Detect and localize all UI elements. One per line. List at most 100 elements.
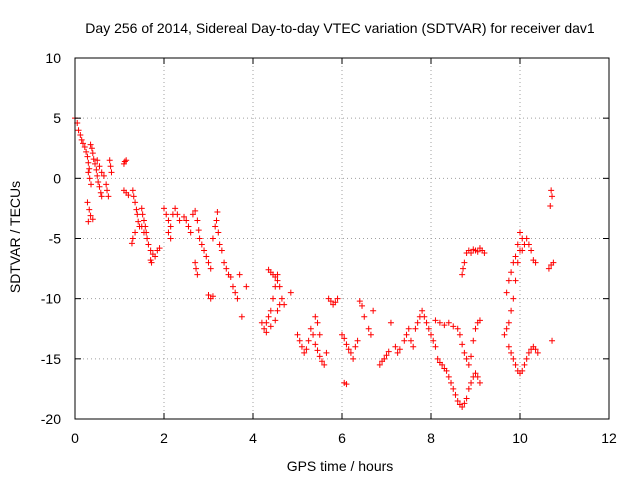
data-point	[327, 298, 334, 305]
data-point	[385, 348, 392, 355]
data-point	[193, 265, 200, 272]
data-point	[167, 223, 174, 230]
data-point	[443, 367, 450, 374]
data-point	[94, 157, 101, 164]
data-point	[152, 253, 159, 260]
data-point	[129, 235, 136, 242]
data-point	[205, 292, 212, 299]
data-point	[436, 319, 443, 326]
data-point	[163, 211, 170, 218]
y-tick-label: -20	[41, 411, 61, 427]
data-point	[138, 205, 145, 212]
x-tick-label: 8	[427, 430, 435, 446]
data-point	[236, 271, 243, 278]
data-point	[421, 313, 428, 320]
data-point	[267, 307, 274, 314]
data-point	[87, 212, 94, 219]
data-point	[414, 319, 421, 326]
data-point	[183, 217, 190, 224]
data-point	[476, 317, 483, 324]
data-point	[296, 337, 303, 344]
data-point	[316, 353, 323, 360]
data-point	[508, 349, 515, 356]
data-point	[270, 295, 277, 302]
data-point	[75, 127, 82, 134]
data-point	[510, 259, 517, 266]
data-point	[448, 379, 455, 386]
data-point	[359, 302, 366, 309]
data-point	[95, 178, 102, 185]
data-point	[161, 205, 167, 212]
y-axis-title: SDTVAR / TECUs	[7, 181, 23, 293]
data-point	[227, 274, 234, 281]
data-point	[550, 259, 557, 266]
data-point	[512, 277, 519, 284]
data-point	[133, 206, 140, 213]
x-tick-label: 12	[601, 430, 617, 446]
data-point	[532, 259, 539, 266]
data-point	[221, 259, 228, 266]
data-point	[305, 337, 312, 344]
data-point	[238, 313, 245, 320]
data-point	[312, 341, 319, 348]
data-point	[430, 337, 437, 344]
data-point	[445, 373, 452, 380]
data-point	[510, 355, 517, 362]
data-point	[450, 323, 457, 330]
data-point	[209, 293, 216, 300]
data-point	[310, 331, 317, 338]
data-point	[165, 229, 172, 236]
data-point	[410, 343, 417, 350]
data-point	[132, 229, 139, 236]
data-point	[505, 319, 512, 326]
data-point	[86, 175, 93, 182]
data-point	[474, 373, 481, 380]
data-point	[80, 140, 87, 147]
data-point	[276, 283, 283, 290]
data-point	[165, 217, 172, 224]
data-point	[303, 346, 310, 353]
data-point	[454, 397, 461, 404]
data-point	[123, 157, 130, 164]
data-point	[78, 136, 85, 143]
data-point	[108, 169, 115, 176]
data-point	[352, 343, 359, 350]
data-point	[89, 150, 96, 157]
data-point	[145, 241, 152, 248]
data-point	[96, 183, 103, 190]
data-point	[383, 352, 390, 359]
data-point	[394, 349, 401, 356]
data-point	[189, 211, 196, 218]
x-tick-label: 0	[71, 430, 79, 446]
data-point	[445, 319, 452, 326]
data-point	[89, 216, 96, 223]
data-point	[265, 313, 272, 320]
data-point	[459, 271, 466, 278]
data-point	[334, 295, 341, 302]
data-point	[343, 341, 350, 348]
data-point	[549, 337, 556, 344]
data-point	[549, 193, 556, 200]
data-point	[425, 325, 432, 332]
data-point	[125, 192, 132, 199]
data-point	[135, 218, 142, 225]
data-point	[381, 355, 388, 362]
data-point	[323, 349, 330, 356]
data-point	[523, 355, 530, 362]
data-point	[84, 153, 91, 160]
data-point	[481, 249, 488, 256]
data-point	[223, 265, 230, 272]
data-point	[459, 341, 466, 348]
data-point	[156, 245, 163, 252]
data-point	[201, 247, 208, 254]
data-point	[278, 295, 285, 302]
data-point	[88, 145, 95, 152]
data-point	[98, 169, 105, 176]
data-point	[356, 298, 363, 305]
data-point	[198, 241, 205, 248]
data-point	[134, 211, 141, 218]
data-point	[465, 385, 472, 392]
data-point	[274, 307, 281, 314]
data-point	[512, 253, 519, 260]
